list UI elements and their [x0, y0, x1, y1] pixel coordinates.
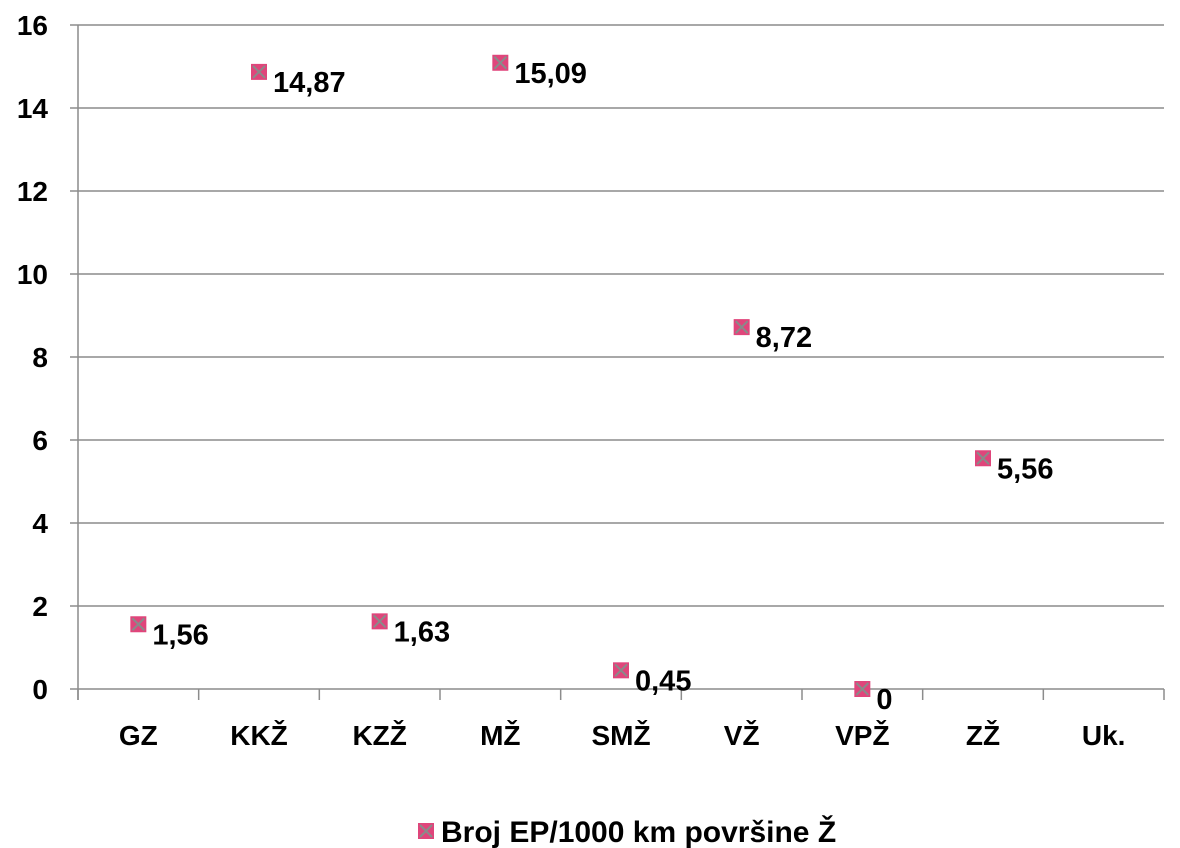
gridlines — [78, 24, 1164, 607]
x-tick-label: VŽ — [724, 720, 760, 751]
data-point-cross — [855, 682, 870, 696]
data-point-cross — [493, 56, 508, 70]
data-point-cross — [252, 65, 266, 79]
data-label: 0,45 — [635, 665, 691, 697]
data-point-cross — [372, 614, 387, 629]
x-tick-label: SMŽ — [591, 720, 650, 751]
y-tick-label: 4 — [32, 508, 48, 539]
data-label: 1,63 — [394, 616, 450, 648]
x-axis-tick-labels: GZ KKŽ KZŽ MŽ SMŽ VŽ VPŽ ZŽ Uk. — [119, 720, 1126, 751]
y-tick-label: 0 — [32, 674, 48, 705]
data-label: 0 — [876, 684, 892, 716]
x-tick-label: MŽ — [480, 720, 520, 751]
data-label: 1,56 — [152, 619, 208, 651]
data-points: 1,56 14,87 1,63 15,09 0,45 8,72 0 5,56 — [130, 54, 1053, 716]
y-axis-tick-labels: 0 2 4 6 8 10 12 14 16 — [17, 10, 49, 705]
y-tick-label: 14 — [17, 93, 49, 124]
x-tick-label: GZ — [119, 720, 158, 751]
x-tick-label: Uk. — [1082, 720, 1126, 751]
data-label: 14,87 — [273, 67, 346, 99]
legend-marker-cross — [419, 824, 433, 838]
y-tick-label: 8 — [32, 342, 48, 373]
x-tick-label: KZŽ — [352, 720, 406, 751]
data-label: 8,72 — [756, 322, 812, 354]
data-point-cross — [976, 451, 990, 465]
data-point-cross — [131, 617, 146, 631]
y-tick-label: 16 — [17, 10, 48, 41]
y-tick-label: 6 — [32, 425, 48, 456]
data-label: 15,09 — [514, 58, 587, 90]
x-tick-label: VPŽ — [835, 720, 889, 751]
legend-label: Broj EP/1000 km površine Ž — [441, 815, 836, 848]
y-tick-label: 10 — [17, 259, 48, 290]
x-tick-label: KKŽ — [230, 720, 288, 751]
data-point-cross — [734, 320, 749, 334]
y-tick-label: 2 — [32, 591, 48, 622]
legend: Broj EP/1000 km površine Ž — [418, 815, 836, 848]
x-tick-label: ZŽ — [966, 720, 1000, 751]
data-point-cross — [614, 663, 628, 678]
data-label: 5,56 — [997, 453, 1053, 485]
axes — [70, 24, 1165, 700]
y-tick-label: 12 — [17, 176, 48, 207]
